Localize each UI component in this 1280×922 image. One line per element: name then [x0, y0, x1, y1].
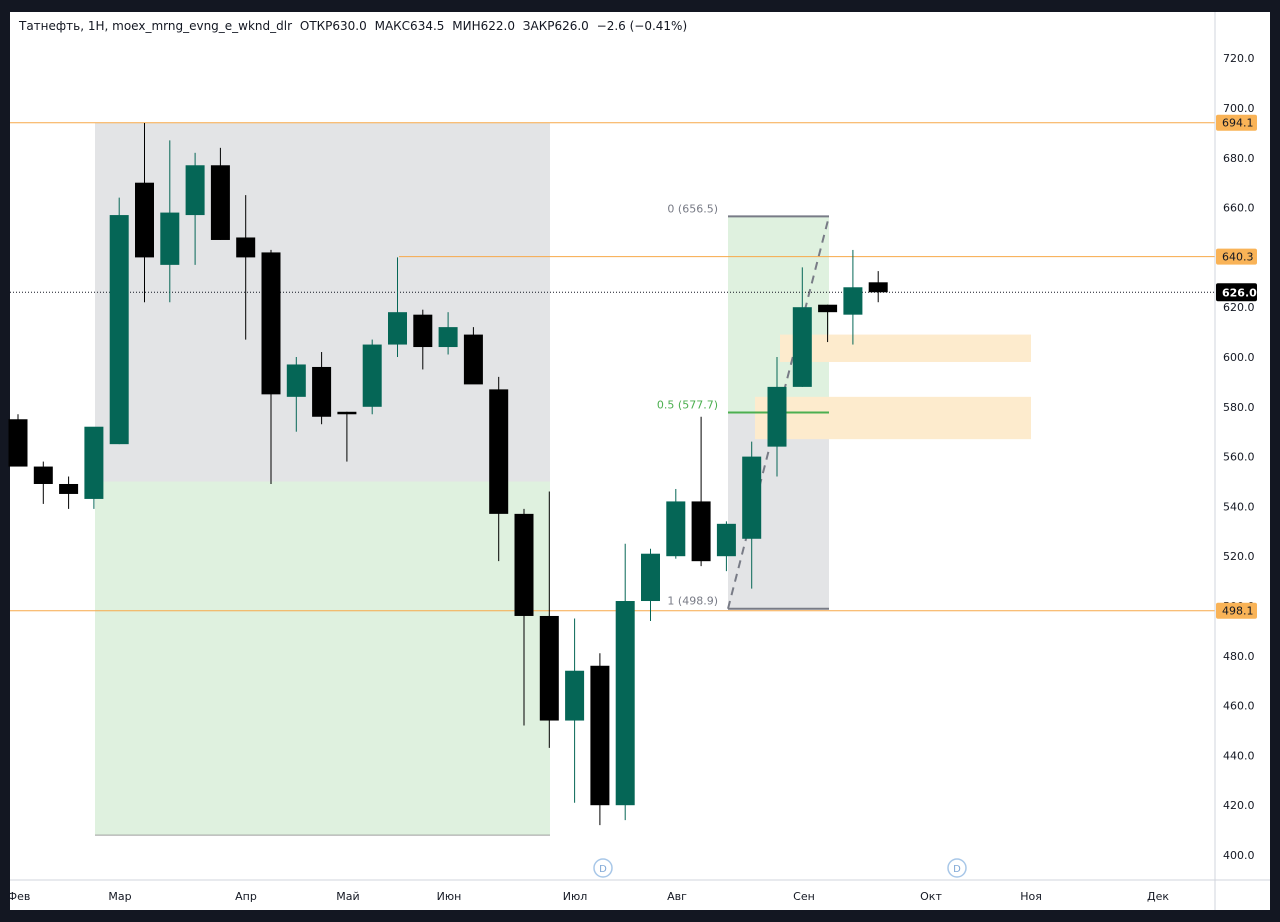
price-tick-label: 720.0	[1223, 52, 1255, 65]
price-tick-label: 620.0	[1223, 301, 1255, 314]
fib-upper-zone	[728, 216, 829, 413]
time-axis-label: Окт	[920, 890, 942, 903]
candle-body	[210, 165, 230, 240]
change-value: −2.6 (−0.41%)	[596, 19, 688, 33]
close-value: ЗАКР626.0	[522, 19, 589, 33]
gray-zone-left	[95, 122, 550, 482]
price-tick-label: 600.0	[1223, 351, 1255, 364]
current-price-badge	[1216, 283, 1257, 302]
time-axis-label: Дек	[1147, 890, 1169, 903]
candle-body	[767, 386, 787, 447]
candle-body	[236, 237, 256, 258]
candle-body	[185, 165, 205, 216]
candle-body	[33, 466, 53, 484]
price-tick-label: 560.0	[1223, 451, 1255, 464]
dividend-marker-icon	[947, 858, 967, 878]
candle-body	[818, 304, 838, 313]
candle-body	[539, 615, 559, 721]
symbol-label: Татнефть, 1Н, moex_mrng_evng_e_wknd_dlr	[19, 19, 293, 33]
candle-body	[590, 665, 610, 806]
dividend-marker-label: D	[953, 864, 961, 875]
candle-body	[261, 252, 281, 395]
price-tick-label: 700.0	[1223, 102, 1255, 115]
candle-body	[565, 670, 585, 721]
level-badge-label: 640.3	[1222, 251, 1254, 264]
candle-body	[388, 312, 407, 345]
level-badge	[1216, 248, 1257, 265]
level-badge	[1216, 114, 1257, 131]
low-value: МИН622.0	[452, 19, 515, 33]
level-badge	[1216, 602, 1257, 619]
candle-body	[742, 456, 762, 539]
candle-body	[792, 307, 812, 387]
fib-level-label: 0.5 (577.7)	[657, 399, 718, 412]
price-tick-label: 520.0	[1223, 550, 1255, 563]
level-badge-label: 498.1	[1222, 605, 1254, 618]
candle-body	[59, 483, 79, 494]
time-axis-label: Апр	[235, 890, 257, 903]
candle-body	[514, 513, 534, 616]
candle-body	[84, 426, 104, 499]
dividend-marker-label: D	[599, 864, 607, 875]
price-tick-label: 580.0	[1223, 401, 1255, 414]
candle-body	[615, 601, 635, 806]
price-tick-label: 540.0	[1223, 500, 1255, 513]
candle-body	[362, 344, 382, 407]
candle-body	[463, 334, 483, 385]
chart-header: Татнефть, 1Н, moex_mrng_evng_e_wknd_dlr …	[19, 19, 691, 33]
time-axis-label: Авг	[667, 890, 687, 903]
time-axis-label: Июн	[437, 890, 462, 903]
price-tick-label: 480.0	[1223, 650, 1255, 663]
price-tick-label: 440.0	[1223, 749, 1255, 762]
price-tick-label: 400.0	[1223, 849, 1255, 862]
fib-level-label: 0 (656.5)	[667, 202, 718, 215]
time-axis-label: Сен	[793, 890, 815, 903]
time-axis-label: Мар	[108, 890, 131, 903]
orange-zone-upper	[780, 334, 1031, 362]
green-zone-left	[95, 481, 550, 836]
time-axis-label: Май	[336, 890, 359, 903]
candle-body	[312, 366, 332, 417]
candle-body	[641, 553, 660, 602]
high-value: МАКС634.5	[374, 19, 445, 33]
candle-body	[438, 327, 458, 348]
candle-body	[135, 182, 154, 258]
candle-body	[868, 282, 888, 293]
candle-body	[666, 501, 686, 557]
candle-body	[286, 364, 306, 397]
candle-body	[716, 523, 736, 557]
price-tick-label: 420.0	[1223, 799, 1255, 812]
candle-body	[337, 411, 357, 415]
time-axis-label: Фев	[8, 890, 31, 903]
price-tick-label: 460.0	[1223, 700, 1255, 713]
open-value: ОТКР630.0	[299, 19, 367, 33]
candle-body	[109, 215, 129, 445]
dividend-marker-icon	[593, 858, 613, 878]
current-price-badge-label: 626.0	[1222, 286, 1257, 299]
time-axis-label: Июл	[563, 890, 588, 903]
price-tick-label: 680.0	[1223, 152, 1255, 165]
orange-zone-lower	[755, 396, 1031, 440]
candle-body	[489, 389, 509, 514]
candle-body	[691, 501, 711, 562]
candle-body	[8, 419, 28, 467]
candle-body	[843, 287, 863, 315]
candle-body	[413, 314, 433, 348]
candle-body	[160, 212, 180, 265]
level-badge-label: 694.1	[1222, 117, 1254, 130]
price-tick-label: 660.0	[1223, 202, 1255, 215]
time-axis-label: Ноя	[1020, 890, 1042, 903]
fib-level-label: 1 (498.9)	[667, 595, 718, 608]
